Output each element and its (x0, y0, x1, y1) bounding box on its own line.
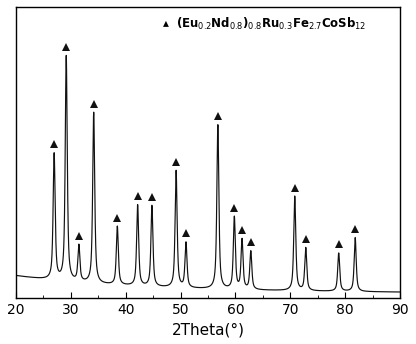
X-axis label: 2Theta(°): 2Theta(°) (171, 322, 245, 337)
Text: $\blacktriangle$  (Eu$_{0.2}$Nd$_{0.8}$)$_{0.8}$Ru$_{0.3}$Fe$_{2.7}$CoSb$_{12}$: $\blacktriangle$ (Eu$_{0.2}$Nd$_{0.8}$)$… (162, 16, 366, 32)
